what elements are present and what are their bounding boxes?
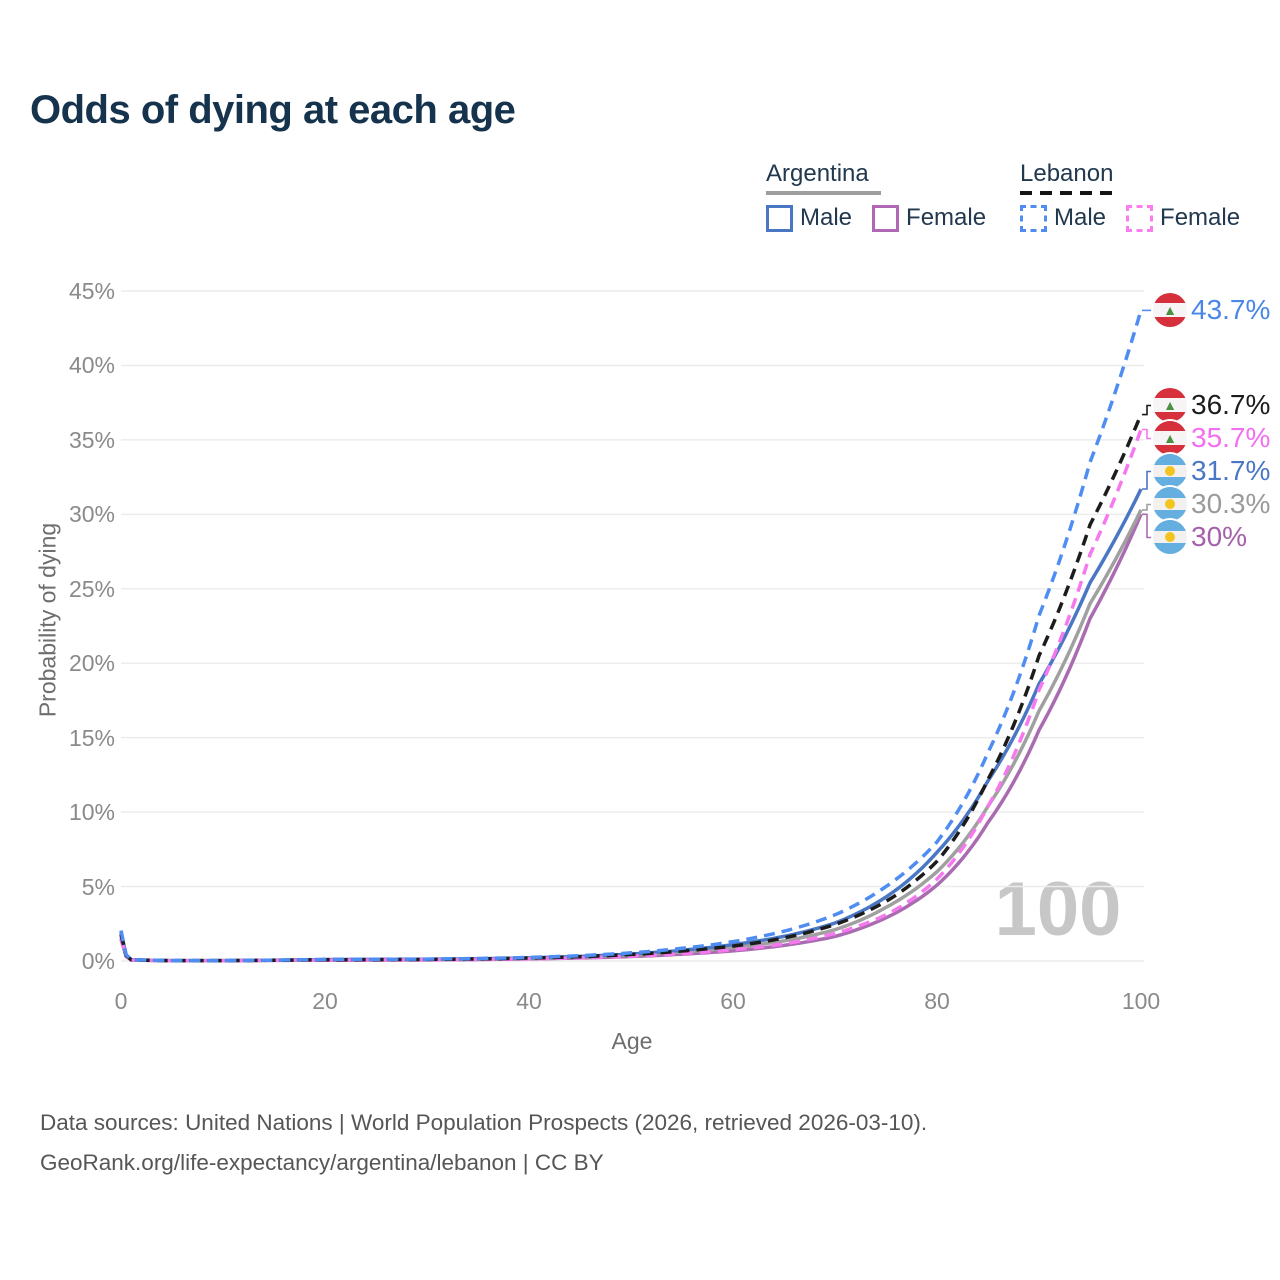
lebanon-flag-icon: [1153, 421, 1187, 456]
series-line-argentina-male: [119, 488, 1143, 963]
legend-country-label: Lebanon: [1020, 160, 1114, 187]
leader-line: [1142, 513, 1152, 539]
y-tick-label: 0%: [81, 948, 115, 974]
end-value-lebanon-male: 43.7%: [1191, 294, 1271, 326]
legend: Argentina Male Female Lebanon Male Female: [766, 160, 1266, 240]
page-title: Odds of dying at each age: [30, 88, 516, 132]
legend-item-label[interactable]: Male: [800, 204, 853, 231]
end-value-lebanon-female: 35.7%: [1191, 422, 1271, 454]
end-value-argentina-female: 30%: [1191, 521, 1248, 553]
y-tick-label: 30%: [68, 501, 115, 528]
x-tick-label: 100: [1121, 988, 1161, 1014]
legend-item-label[interactable]: Male: [1054, 204, 1107, 231]
leader-line: [1142, 428, 1152, 440]
y-tick-label: 15%: [68, 724, 115, 751]
legend-checkbox-argentina-male[interactable]: [766, 204, 793, 232]
lebanon-flag-icon: [1153, 293, 1187, 328]
x-tick-label: 0: [114, 988, 128, 1014]
lebanon-flag-icon: [1153, 388, 1187, 423]
end-value-argentina-male: 31.7%: [1191, 455, 1271, 487]
legend-checkbox-lebanon-female[interactable]: [1126, 204, 1154, 232]
data-sources-text: Data sources: United Nations | World Pop…: [40, 1110, 928, 1135]
y-axis-title: Probability of dying: [34, 522, 61, 718]
y-tick-label: 35%: [68, 426, 115, 453]
legend-country-label: Argentina: [766, 160, 869, 187]
legend-item-label[interactable]: Female: [906, 204, 987, 231]
series-line-lebanon-female: [119, 428, 1143, 963]
legend-item-label[interactable]: Female: [1160, 204, 1241, 231]
x-tick-label: 20: [312, 988, 338, 1014]
attribution-text: GeoRank.org/life-expectancy/argentina/le…: [40, 1150, 604, 1175]
series-line-lebanon-both: [119, 413, 1143, 963]
x-tick-label: 60: [720, 988, 746, 1014]
legend-checkbox-lebanon-male[interactable]: [1020, 204, 1047, 232]
legend-country-line-sample: [766, 191, 881, 195]
leader-line: [1142, 470, 1152, 490]
legend-checkbox-argentina-female[interactable]: [872, 204, 900, 232]
series-line-argentina-both: [119, 509, 1143, 963]
legend-group-argentina: Argentina Male Female: [766, 160, 1006, 232]
end-value-lebanon-both: 36.7%: [1191, 389, 1271, 421]
y-tick-label: 5%: [81, 873, 115, 900]
argentina-flag-icon: [1153, 487, 1187, 522]
argentina-flag-icon: [1153, 454, 1187, 489]
age-counter-watermark: 100: [994, 867, 1122, 952]
x-axis-title: Age: [611, 1028, 653, 1054]
x-tick-label: 40: [516, 988, 542, 1014]
legend-group-lebanon: Lebanon Male Female: [1020, 160, 1260, 232]
argentina-flag-icon: [1153, 520, 1187, 555]
x-tick-label: 80: [924, 988, 950, 1014]
y-tick-label: 10%: [68, 799, 115, 826]
leader-line: [1142, 503, 1152, 511]
series-line-lebanon-male: [119, 309, 1143, 963]
y-tick-label: 25%: [68, 575, 115, 602]
leader-line: [1142, 404, 1152, 416]
y-tick-label: 45%: [68, 278, 115, 304]
legend-country-line-sample: [1020, 191, 1118, 195]
end-value-argentina-both: 30.3%: [1191, 488, 1271, 520]
y-tick-label: 20%: [68, 650, 115, 677]
y-tick-label: 40%: [68, 352, 115, 379]
